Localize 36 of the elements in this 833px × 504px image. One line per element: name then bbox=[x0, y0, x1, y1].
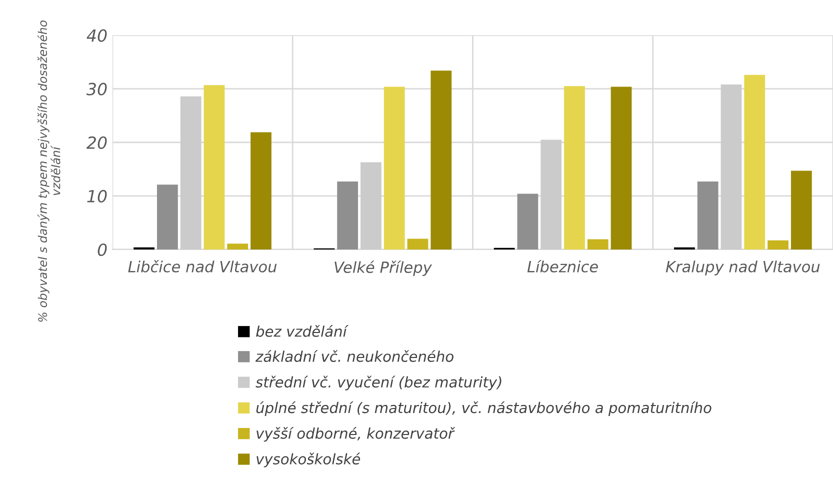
bar bbox=[610, 86, 632, 250]
bar bbox=[227, 244, 248, 250]
bar bbox=[204, 85, 225, 250]
bar bbox=[180, 96, 202, 250]
legend-label: bez vzdělání bbox=[256, 325, 349, 337]
bar bbox=[384, 86, 405, 250]
bar bbox=[517, 194, 538, 250]
bar bbox=[156, 184, 178, 250]
y-tick-label: 0 bbox=[98, 243, 107, 256]
x-tick-label: Kralupy nad Vltavou bbox=[666, 260, 820, 276]
bar bbox=[790, 170, 812, 250]
x-tick-label: Libčice nad Vltavou bbox=[128, 260, 277, 272]
y-tick-label: 30 bbox=[86, 82, 107, 96]
bar bbox=[697, 181, 718, 250]
legend-label: úplné střední (s maturitou), vč. nástavbového a pomaturitního bbox=[256, 401, 712, 416]
bar bbox=[360, 162, 382, 250]
y-tick-label: 20 bbox=[86, 136, 107, 149]
y-axis-title: % obyvatel s daným typem nejvyššího dosaženého vzdělání bbox=[37, 20, 60, 322]
bar bbox=[337, 181, 358, 250]
x-tick-label: Líbeznice bbox=[527, 260, 598, 272]
bar bbox=[564, 86, 585, 250]
bar bbox=[540, 140, 562, 250]
bar bbox=[768, 240, 788, 250]
legend-label: základní vč. neukončeného bbox=[255, 350, 454, 362]
bar bbox=[720, 84, 742, 250]
bar bbox=[744, 74, 766, 250]
legend-label: střední vč. vyučení (bez maturity) bbox=[256, 376, 502, 390]
y-tick-label: 40 bbox=[86, 29, 107, 42]
bar bbox=[407, 238, 428, 250]
bar bbox=[250, 132, 272, 250]
bar bbox=[587, 239, 608, 250]
bar bbox=[430, 70, 452, 250]
legend-label: vysokoškolské bbox=[256, 452, 360, 468]
x-tick-label: Velké Přílepy bbox=[334, 260, 432, 276]
y-tick-label: 10 bbox=[87, 190, 107, 202]
legend-label: vyšší odborné, konzervatoř bbox=[256, 426, 456, 442]
